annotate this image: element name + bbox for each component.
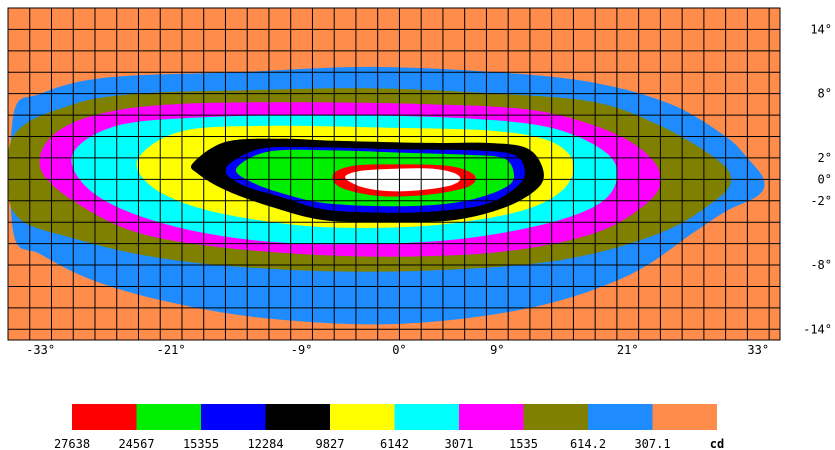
legend-swatch — [265, 404, 330, 430]
y-tick-label: 0° — [818, 172, 832, 186]
x-tick-label: -33° — [26, 343, 55, 357]
y-tick-label: -2° — [810, 194, 832, 208]
x-tick-label: -21° — [157, 343, 186, 357]
legend-label: 24567 — [118, 437, 154, 450]
legend-label: 12284 — [247, 437, 283, 450]
legend-swatch — [394, 404, 459, 430]
y-axis-ticks: 14° 8° 2° 0° -2° -8° -14° — [803, 22, 832, 336]
plot-frame — [7, 7, 781, 341]
legend-label: 6142 — [380, 437, 409, 450]
legend-swatch — [72, 404, 137, 430]
legend-swatch — [330, 404, 395, 430]
y-tick-label: 14° — [810, 22, 832, 36]
x-axis-ticks: -33° -21° -9° 0° 9° 21° 33° — [26, 343, 769, 357]
legend-swatch — [523, 404, 588, 430]
grid-lines — [7, 7, 781, 341]
x-tick-label: 21° — [617, 343, 639, 357]
legend-swatch — [588, 404, 653, 430]
y-tick-label: 8° — [818, 87, 832, 101]
legend-label: 27638 — [54, 437, 90, 450]
y-tick-label: -8° — [810, 258, 832, 272]
unit-label: cd — [710, 437, 724, 450]
x-tick-label: -9° — [291, 343, 313, 357]
legend-label: 9827 — [316, 437, 345, 450]
legend-swatch — [136, 404, 201, 430]
x-tick-label: 33° — [747, 343, 769, 357]
legend-label: 15355 — [183, 437, 219, 450]
legend-label: 3071 — [445, 437, 474, 450]
legend-label: 1535 — [509, 437, 538, 450]
legend-label: 614.2 — [570, 437, 606, 450]
y-tick-label: -14° — [803, 322, 832, 336]
legend-labels: 27638 24567 15355 12284 9827 6142 3071 1535 614.… — [54, 437, 671, 450]
legend-swatches — [72, 404, 717, 430]
legend-label: 307.1 — [634, 437, 670, 450]
legend-swatch — [652, 404, 717, 430]
x-tick-label: 0° — [392, 343, 406, 357]
x-tick-label: 9° — [490, 343, 504, 357]
y-tick-label: 2° — [818, 151, 832, 165]
legend-swatch — [459, 404, 524, 430]
legend-swatch — [201, 404, 266, 430]
